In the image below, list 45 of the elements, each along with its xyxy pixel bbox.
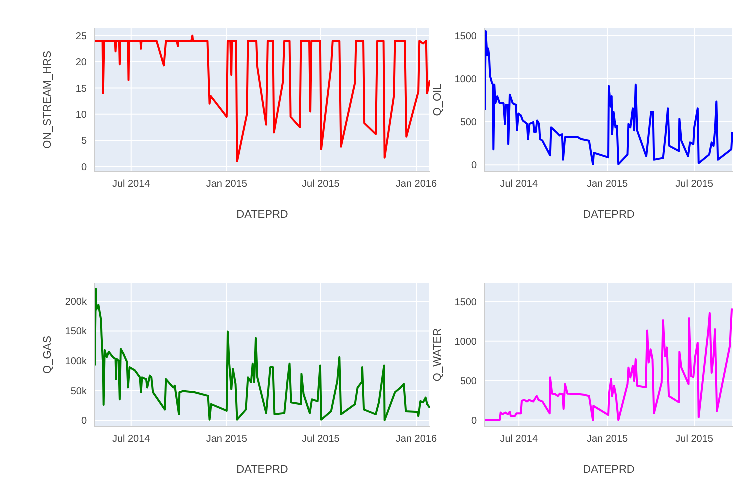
x-axis-title: DATEPRD — [236, 209, 288, 221]
y-tick-label: 500 — [460, 118, 478, 129]
line-series — [485, 30, 733, 166]
y-tick-label: 5 — [81, 136, 88, 148]
y-tick-label: 50k — [70, 386, 88, 398]
y-tick-label: 0 — [81, 416, 88, 428]
y-tick-label: 1500 — [454, 297, 478, 308]
y-axis-title: Q_OIL — [432, 84, 444, 116]
y-tick-label: 1500 — [454, 31, 478, 42]
x-axis-title: DATEPRD — [583, 464, 635, 476]
y-axis-title: Q_GAS — [42, 336, 54, 374]
y-tick-label: 25 — [76, 31, 88, 42]
y-tick-label: 0 — [471, 160, 478, 172]
line-series — [95, 288, 430, 422]
x-tick-label: Jul 2015 — [302, 434, 340, 446]
x-tick-label: Jul 2014 — [112, 179, 151, 190]
line-series — [95, 34, 430, 163]
x-axis-title: DATEPRD — [236, 464, 288, 476]
y-tick-label: 150k — [65, 326, 88, 338]
y-tick-label: 100k — [65, 356, 88, 368]
y-tick-label: 0 — [81, 162, 88, 174]
y-axis-title: ON_STREAM_HRS — [42, 51, 54, 149]
line-series — [485, 308, 733, 422]
y-tick-label: 10 — [76, 110, 88, 121]
x-axis-title: DATEPRD — [583, 209, 635, 221]
x-tick-label: Jan 2015 — [206, 434, 248, 446]
y-tick-label: 200k — [65, 296, 88, 308]
x-tick-label: Jan 2016 — [396, 434, 438, 446]
y-tick-label: 0 — [471, 416, 478, 427]
x-tick-label: Jan 2015 — [206, 179, 248, 190]
y-axis-title: Q_WATER — [432, 328, 444, 382]
x-tick-label: Jul 2015 — [302, 179, 340, 190]
y-tick-label: 500 — [460, 376, 478, 388]
x-tick-label: Jul 2014 — [112, 434, 151, 446]
x-tick-label: Jan 2015 — [586, 434, 629, 446]
x-tick-label: Jul 2014 — [500, 434, 538, 446]
x-tick-label: Jul 2015 — [676, 179, 714, 190]
x-tick-label: Jul 2014 — [500, 179, 538, 190]
y-tick-label: 15 — [76, 84, 88, 95]
y-tick-label: 1000 — [454, 74, 478, 86]
x-tick-label: Jan 2015 — [586, 179, 629, 190]
x-tick-label: Jul 2015 — [676, 434, 714, 446]
y-tick-label: 20 — [76, 58, 88, 69]
y-tick-label: 1000 — [454, 336, 478, 348]
x-tick-label: Jan 2016 — [396, 179, 438, 190]
